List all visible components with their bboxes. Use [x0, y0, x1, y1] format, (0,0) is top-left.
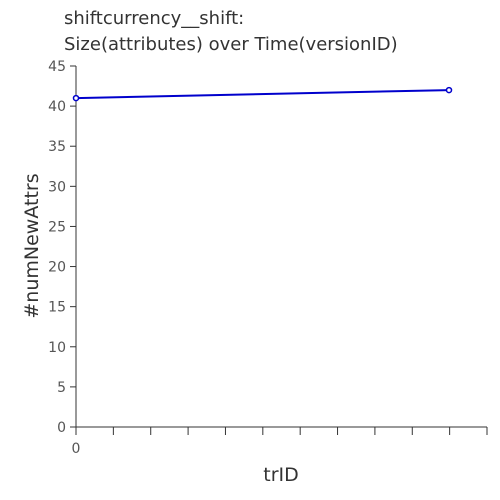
- y-tick-label-9: 45: [48, 59, 66, 75]
- chart-title-line-2: Size(attributes) over Time(versionID): [64, 34, 398, 55]
- y-tick-label-8: 40: [48, 99, 66, 115]
- series-line-0: [75, 89, 450, 100]
- y-tick-label-7: 35: [48, 139, 66, 155]
- x-tick-label-0: 0: [72, 441, 81, 457]
- chart-title-line-1: shiftcurrency__shift:: [64, 8, 244, 29]
- y-tick-label-4: 20: [48, 260, 66, 276]
- y-tick-label-0: 0: [57, 420, 66, 436]
- data-point-1: [445, 86, 453, 94]
- y-tick-label-6: 30: [48, 179, 66, 195]
- y-tick-label-5: 25: [48, 219, 66, 235]
- series-group: [72, 86, 453, 102]
- x-axis: [75, 426, 488, 435]
- data-point-0: [72, 94, 80, 102]
- y-axis-title: #numNewAttrs: [21, 173, 43, 318]
- x-axis-title: trID: [263, 464, 299, 486]
- y-tick-label-1: 5: [57, 380, 66, 396]
- y-tick-label-2: 10: [48, 340, 66, 356]
- y-tick-label-3: 15: [48, 300, 66, 316]
- y-axis: 0 5 10 15 20 25 30 35 40 45: [48, 59, 77, 436]
